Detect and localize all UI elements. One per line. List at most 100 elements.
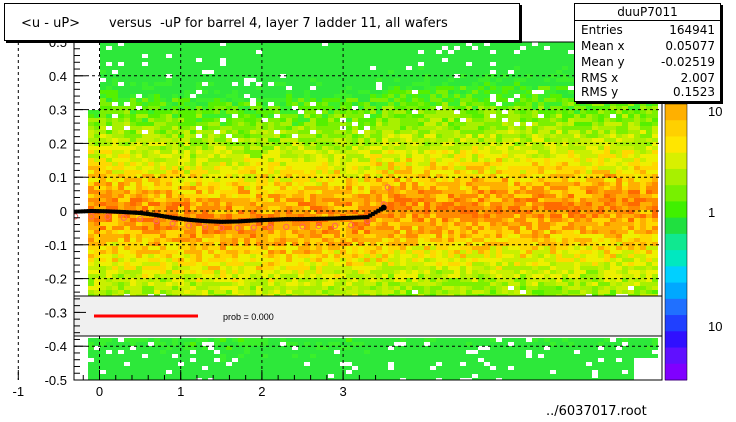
heat-cell: [172, 254, 178, 258]
heat-cell: [190, 206, 196, 210]
heat-cell: [250, 374, 256, 378]
heat-cell: [196, 94, 202, 98]
heat-cell: [418, 170, 424, 174]
heat-cell: [244, 178, 250, 182]
heat-cell: [448, 178, 454, 182]
heat-cell: [160, 82, 166, 86]
heat-cell: [400, 270, 406, 274]
heat-cell: [178, 194, 184, 198]
heat-cell: [382, 266, 388, 270]
heat-cell: [298, 62, 304, 66]
heat-cell: [100, 234, 106, 238]
heat-cell: [436, 178, 442, 182]
heat-cell: [382, 202, 388, 206]
heat-cell: [418, 174, 424, 178]
heat-cell: [106, 266, 112, 270]
heat-cell: [94, 150, 100, 154]
heat-cell: [316, 370, 322, 374]
heat-cell: [106, 362, 112, 366]
heat-cell: [346, 242, 352, 246]
heat-cell: [352, 250, 358, 254]
heat-cell: [496, 66, 502, 70]
heat-cell: [238, 186, 244, 190]
heat-cell: [190, 238, 196, 242]
heat-cell: [154, 90, 160, 94]
heat-cell: [352, 130, 358, 134]
heat-cell: [418, 238, 424, 242]
heat-cell: [454, 102, 460, 106]
heat-cell: [100, 94, 106, 98]
heat-cell: [274, 90, 280, 94]
heat-cell: [496, 134, 502, 138]
heat-cell: [148, 146, 154, 150]
heat-cell: [376, 110, 382, 114]
heat-cell: [406, 182, 412, 186]
heat-cell: [202, 42, 208, 46]
heat-cell: [262, 102, 268, 106]
heat-cell: [310, 50, 316, 54]
heat-cell: [148, 170, 154, 174]
heat-cell: [496, 126, 502, 130]
heat-cell: [172, 70, 178, 74]
heat-cell: [412, 142, 418, 146]
heat-cell: [316, 166, 322, 170]
heat-cell: [352, 90, 358, 94]
heat-cell: [394, 106, 400, 110]
heat-cell: [226, 246, 232, 250]
heat-cell: [220, 50, 226, 54]
heat-cell: [382, 102, 388, 106]
heat-cell: [406, 82, 412, 86]
heat-cell: [352, 66, 358, 70]
heat-cell: [190, 102, 196, 106]
heat-cell: [106, 282, 112, 286]
heat-cell: [346, 78, 352, 82]
heat-cell: [370, 350, 376, 354]
heat-cell: [250, 238, 256, 242]
heat-cell: [232, 146, 238, 150]
heat-cell: [316, 42, 322, 46]
heat-cell: [298, 202, 304, 206]
heat-cell: [430, 210, 436, 214]
heat-cell: [184, 62, 190, 66]
heat-cell: [142, 82, 148, 86]
heat-cell: [394, 250, 400, 254]
heat-cell: [142, 378, 148, 380]
heat-cell: [166, 134, 172, 138]
heat-cell: [220, 190, 226, 194]
heat-cell: [322, 62, 328, 66]
heat-cell: [496, 86, 502, 90]
heat-cell: [358, 94, 364, 98]
heat-cell: [196, 274, 202, 278]
heat-cell: [466, 238, 472, 242]
heat-cell: [478, 130, 484, 134]
heat-cell: [256, 146, 262, 150]
heat-cell: [448, 214, 454, 218]
heat-cell: [184, 270, 190, 274]
heat-cell: [460, 222, 466, 226]
heat-cell: [490, 378, 496, 380]
heat-cell: [316, 234, 322, 238]
heat-cell: [136, 114, 142, 118]
heat-cell: [388, 258, 394, 262]
heat-cell: [388, 274, 394, 278]
heat-cell: [364, 166, 370, 170]
heat-cell: [124, 106, 130, 110]
heat-cell: [208, 126, 214, 130]
heat-cell: [244, 350, 250, 354]
heat-cell: [256, 230, 262, 234]
heat-cell: [490, 242, 496, 246]
heat-cell: [160, 42, 166, 46]
heat-cell: [364, 286, 370, 290]
heat-cell: [382, 290, 388, 294]
heat-cell: [250, 366, 256, 370]
heat-cell: [484, 370, 490, 374]
heat-cell: [430, 54, 436, 58]
heat-cell: [244, 370, 250, 374]
heat-cell: [334, 238, 340, 242]
heat-cell: [106, 190, 112, 194]
heat-cell: [316, 214, 322, 218]
heat-cell: [262, 62, 268, 66]
heat-cell: [460, 218, 466, 222]
heat-cell: [112, 178, 118, 182]
heat-cell: [214, 194, 220, 198]
